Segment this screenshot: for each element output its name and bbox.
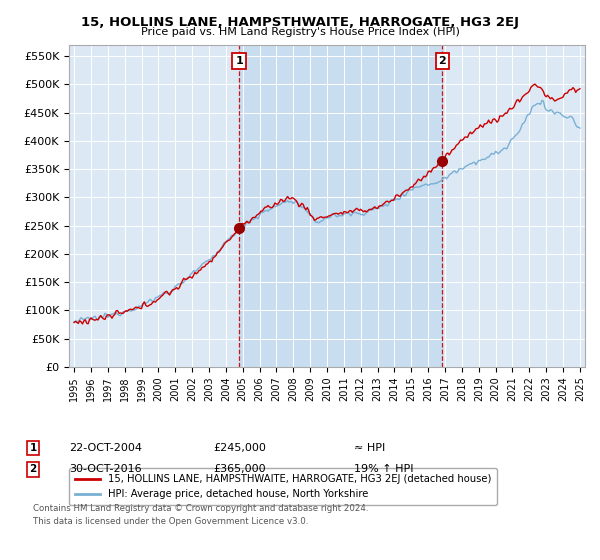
Text: 15, HOLLINS LANE, HAMPSTHWAITE, HARROGATE, HG3 2EJ: 15, HOLLINS LANE, HAMPSTHWAITE, HARROGAT… — [81, 16, 519, 29]
Text: ≈ HPI: ≈ HPI — [354, 443, 385, 453]
Text: 1: 1 — [235, 56, 243, 66]
Text: 22-OCT-2004: 22-OCT-2004 — [69, 443, 142, 453]
Text: 2: 2 — [438, 56, 446, 66]
Bar — [239, 45, 442, 367]
Text: Price paid vs. HM Land Registry's House Price Index (HPI): Price paid vs. HM Land Registry's House … — [140, 27, 460, 37]
Text: 30-OCT-2016: 30-OCT-2016 — [69, 464, 142, 474]
Legend: 15, HOLLINS LANE, HAMPSTHWAITE, HARROGATE, HG3 2EJ (detached house), HPI: Averag: 15, HOLLINS LANE, HAMPSTHWAITE, HARROGAT… — [69, 468, 497, 505]
Text: Contains HM Land Registry data © Crown copyright and database right 2024.: Contains HM Land Registry data © Crown c… — [33, 504, 368, 513]
Text: 2: 2 — [29, 464, 37, 474]
Text: This data is licensed under the Open Government Licence v3.0.: This data is licensed under the Open Gov… — [33, 517, 308, 526]
Text: 19% ↑ HPI: 19% ↑ HPI — [354, 464, 413, 474]
Text: £365,000: £365,000 — [213, 464, 266, 474]
Text: 1: 1 — [29, 443, 37, 453]
Text: £245,000: £245,000 — [213, 443, 266, 453]
